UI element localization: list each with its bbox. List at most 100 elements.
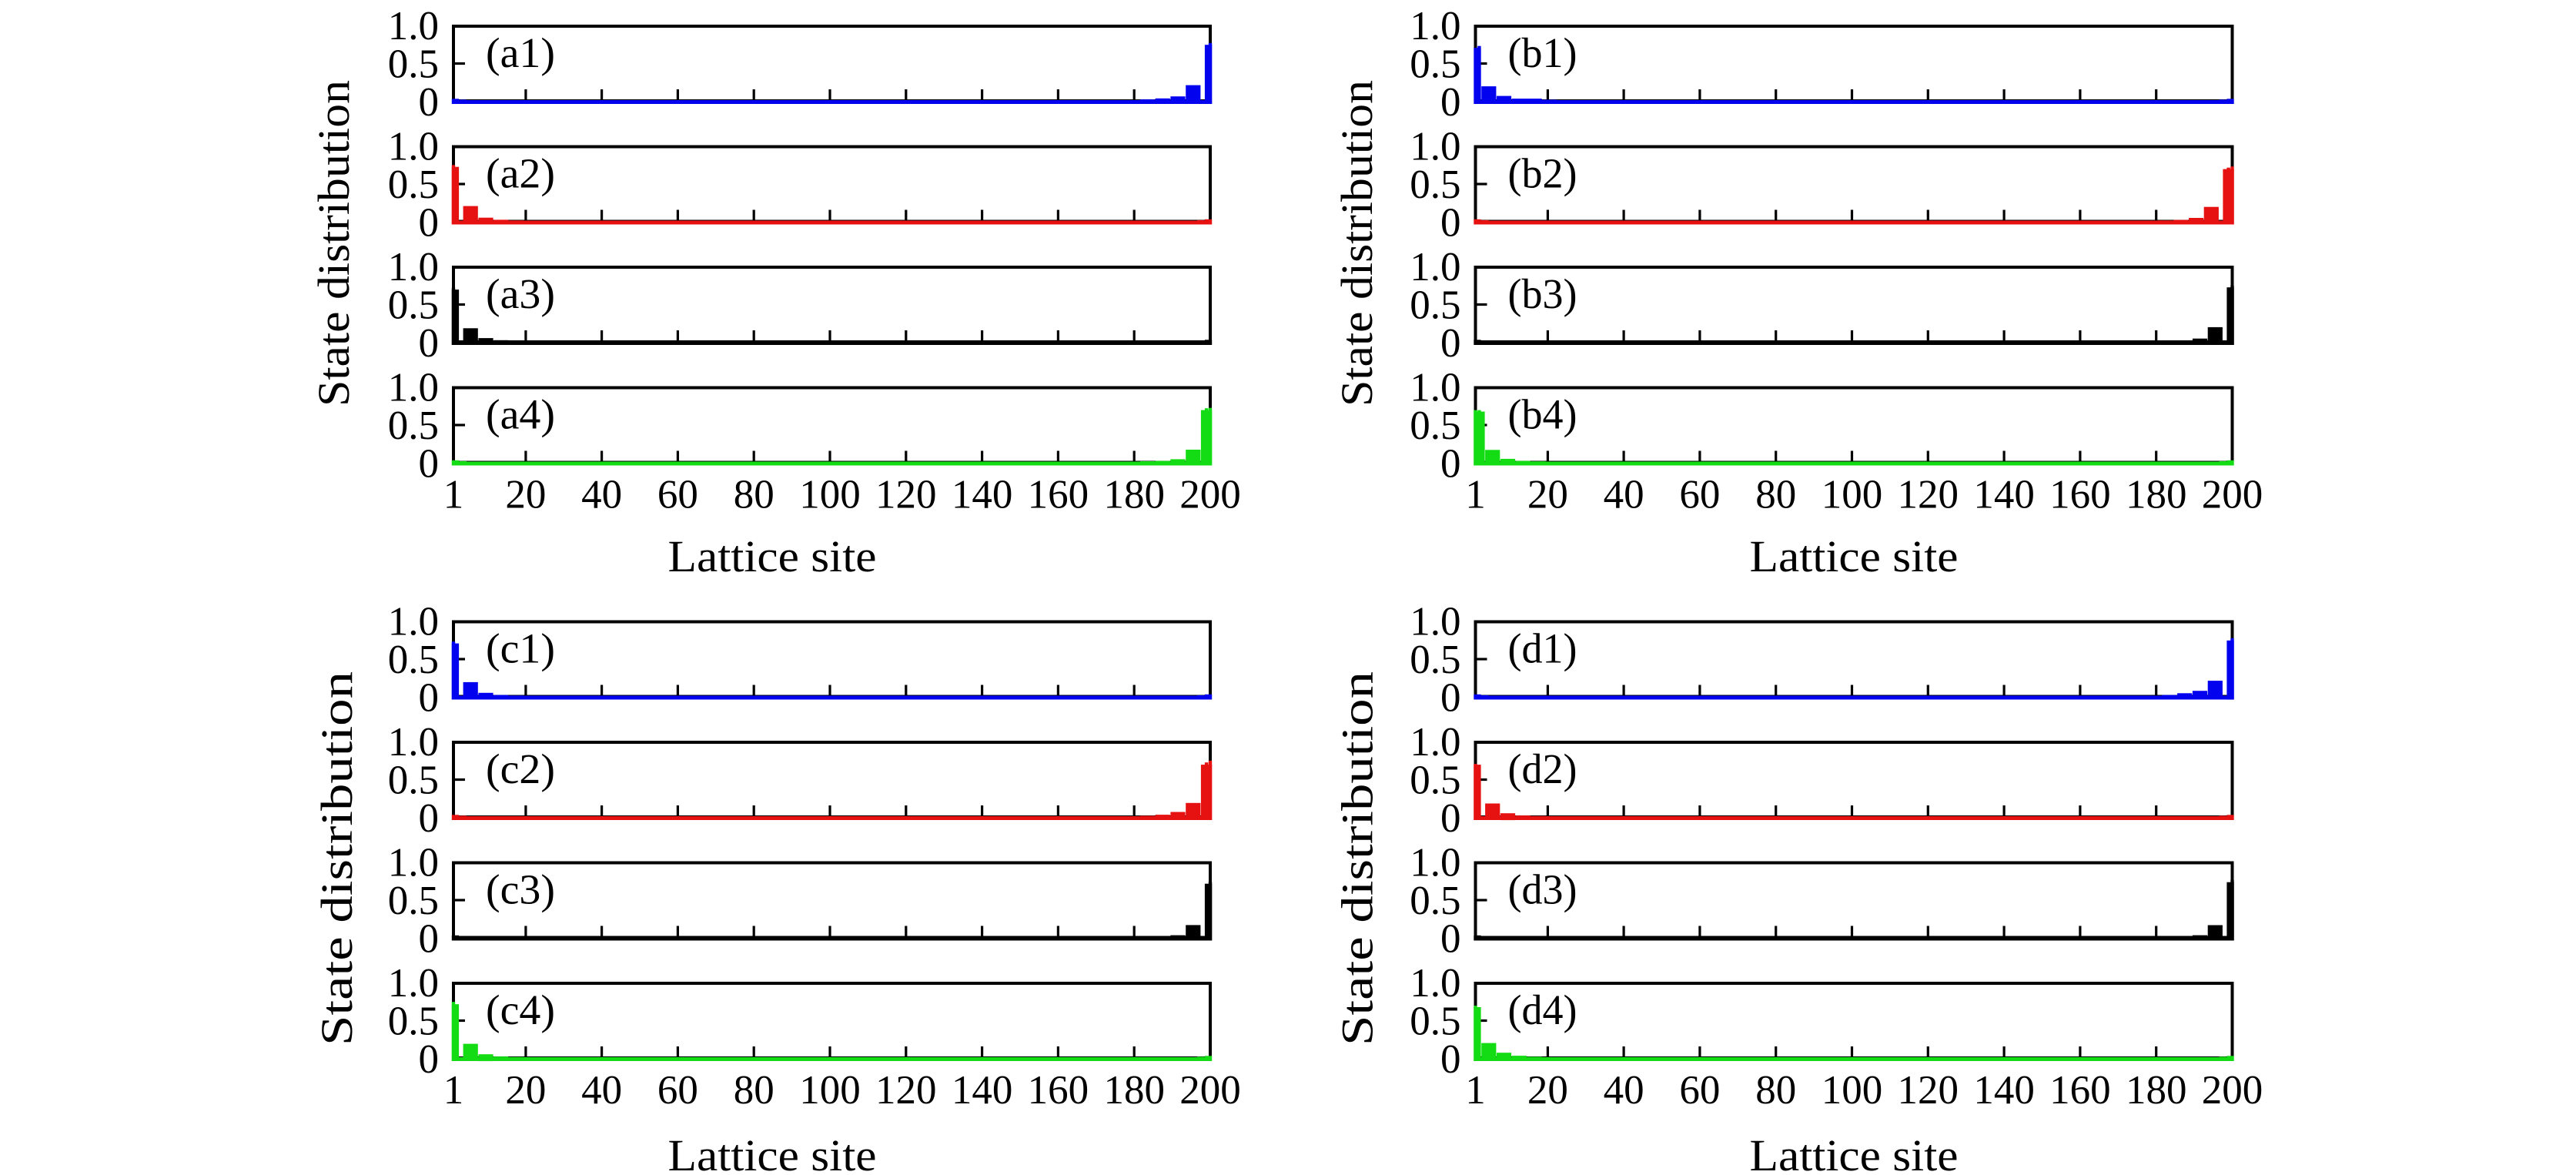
- svg-text:1.0: 1.0: [1410, 720, 1460, 765]
- svg-text:0: 0: [1440, 917, 1461, 962]
- svg-text:0: 0: [419, 796, 440, 841]
- svg-text:(c1): (c1): [486, 625, 555, 672]
- svg-text:0.5: 0.5: [1410, 879, 1460, 923]
- svg-text:(a2): (a2): [486, 150, 555, 197]
- svg-text:0: 0: [419, 676, 440, 721]
- svg-text:0: 0: [419, 321, 440, 366]
- svg-text:0.5: 0.5: [388, 162, 439, 207]
- svg-text:0: 0: [419, 1037, 440, 1082]
- svg-text:140: 140: [952, 473, 1013, 517]
- svg-text:180: 180: [1103, 1068, 1165, 1113]
- svg-text:1.0: 1.0: [1410, 245, 1460, 290]
- svg-text:160: 160: [2049, 473, 2111, 517]
- svg-text:1: 1: [443, 473, 464, 517]
- svg-text:1.0: 1.0: [388, 600, 439, 644]
- svg-text:0.5: 0.5: [388, 42, 439, 87]
- svg-text:(b2): (b2): [1508, 150, 1577, 197]
- svg-text:1.0: 1.0: [388, 4, 439, 49]
- svg-text:20: 20: [1527, 1068, 1568, 1113]
- svg-text:(b3): (b3): [1508, 270, 1577, 317]
- svg-text:120: 120: [875, 1068, 937, 1113]
- svg-text:200: 200: [2202, 1068, 2263, 1113]
- svg-text:1.0: 1.0: [388, 961, 439, 1006]
- svg-text:80: 80: [1755, 1068, 1796, 1113]
- svg-text:(d3): (d3): [1508, 866, 1577, 913]
- svg-text:1.0: 1.0: [388, 841, 439, 885]
- svg-text:1.0: 1.0: [1410, 4, 1460, 49]
- svg-text:80: 80: [734, 473, 774, 517]
- svg-text:0: 0: [419, 80, 440, 125]
- svg-text:1.0: 1.0: [1410, 961, 1460, 1006]
- svg-text:0.5: 0.5: [1410, 283, 1460, 328]
- svg-text:1.0: 1.0: [1410, 366, 1460, 410]
- svg-text:100: 100: [1822, 1068, 1883, 1113]
- svg-text:0.5: 0.5: [1410, 638, 1460, 682]
- svg-text:(d4): (d4): [1508, 986, 1577, 1033]
- svg-text:160: 160: [2049, 1068, 2111, 1113]
- svg-text:1.0: 1.0: [388, 366, 439, 410]
- svg-text:State distribution: State distribution: [1332, 80, 1382, 407]
- svg-text:60: 60: [1679, 473, 1720, 517]
- svg-text:1: 1: [1465, 473, 1486, 517]
- svg-text:State distribution: State distribution: [1333, 671, 1383, 1046]
- svg-text:160: 160: [1028, 473, 1089, 517]
- svg-text:0.5: 0.5: [1410, 42, 1460, 87]
- svg-text:Lattice site: Lattice site: [668, 531, 877, 581]
- svg-text:0: 0: [419, 917, 440, 962]
- svg-text:(c3): (c3): [486, 866, 555, 913]
- svg-text:(a1): (a1): [486, 29, 555, 76]
- svg-text:0.5: 0.5: [1410, 162, 1460, 207]
- svg-text:0.5: 0.5: [388, 758, 439, 803]
- svg-text:0.5: 0.5: [388, 638, 439, 682]
- svg-text:200: 200: [2202, 473, 2263, 517]
- svg-text:0: 0: [419, 201, 440, 246]
- svg-text:100: 100: [799, 473, 861, 517]
- svg-text:40: 40: [1604, 473, 1644, 517]
- svg-text:(d2): (d2): [1508, 745, 1577, 792]
- svg-text:180: 180: [2126, 1068, 2187, 1113]
- svg-text:0.5: 0.5: [1410, 758, 1460, 803]
- svg-text:180: 180: [1103, 473, 1165, 517]
- svg-text:160: 160: [1028, 1068, 1089, 1113]
- svg-text:Lattice site: Lattice site: [1750, 531, 1959, 581]
- svg-text:1.0: 1.0: [1410, 841, 1460, 885]
- svg-text:100: 100: [799, 1068, 861, 1113]
- svg-text:(a3): (a3): [486, 270, 555, 317]
- svg-text:140: 140: [1973, 1068, 2035, 1113]
- svg-text:60: 60: [657, 1068, 698, 1113]
- svg-text:140: 140: [1973, 473, 2035, 517]
- svg-text:0: 0: [1440, 676, 1461, 721]
- svg-text:(b4): (b4): [1508, 391, 1577, 438]
- svg-text:Lattice site: Lattice site: [1750, 1130, 1959, 1175]
- svg-text:(c4): (c4): [486, 986, 555, 1033]
- svg-text:0: 0: [1440, 321, 1461, 366]
- svg-text:0.5: 0.5: [388, 403, 439, 448]
- svg-text:40: 40: [1604, 1068, 1644, 1113]
- svg-text:0: 0: [1440, 1037, 1461, 1082]
- svg-text:20: 20: [1527, 473, 1568, 517]
- svg-text:0.5: 0.5: [388, 879, 439, 923]
- svg-text:100: 100: [1822, 473, 1883, 517]
- svg-text:1.0: 1.0: [388, 720, 439, 765]
- svg-text:(c2): (c2): [486, 745, 555, 792]
- svg-text:120: 120: [1898, 473, 1959, 517]
- svg-text:1: 1: [1465, 1068, 1486, 1113]
- svg-text:0: 0: [1440, 80, 1461, 125]
- svg-text:Lattice site: Lattice site: [668, 1130, 877, 1175]
- svg-text:0.5: 0.5: [388, 999, 439, 1044]
- svg-text:140: 140: [952, 1068, 1013, 1113]
- svg-text:40: 40: [581, 473, 622, 517]
- svg-text:120: 120: [1898, 1068, 1959, 1113]
- svg-text:1.0: 1.0: [388, 245, 439, 290]
- svg-text:60: 60: [657, 473, 698, 517]
- svg-text:1: 1: [443, 1068, 464, 1113]
- svg-text:180: 180: [2126, 473, 2187, 517]
- svg-text:State distribution: State distribution: [309, 80, 359, 407]
- svg-text:0: 0: [1440, 796, 1461, 841]
- svg-text:200: 200: [1179, 473, 1241, 517]
- svg-text:20: 20: [505, 1068, 546, 1113]
- svg-text:0.5: 0.5: [1410, 999, 1460, 1044]
- svg-text:40: 40: [581, 1068, 622, 1113]
- svg-text:(a4): (a4): [486, 391, 555, 438]
- svg-text:0: 0: [419, 442, 440, 487]
